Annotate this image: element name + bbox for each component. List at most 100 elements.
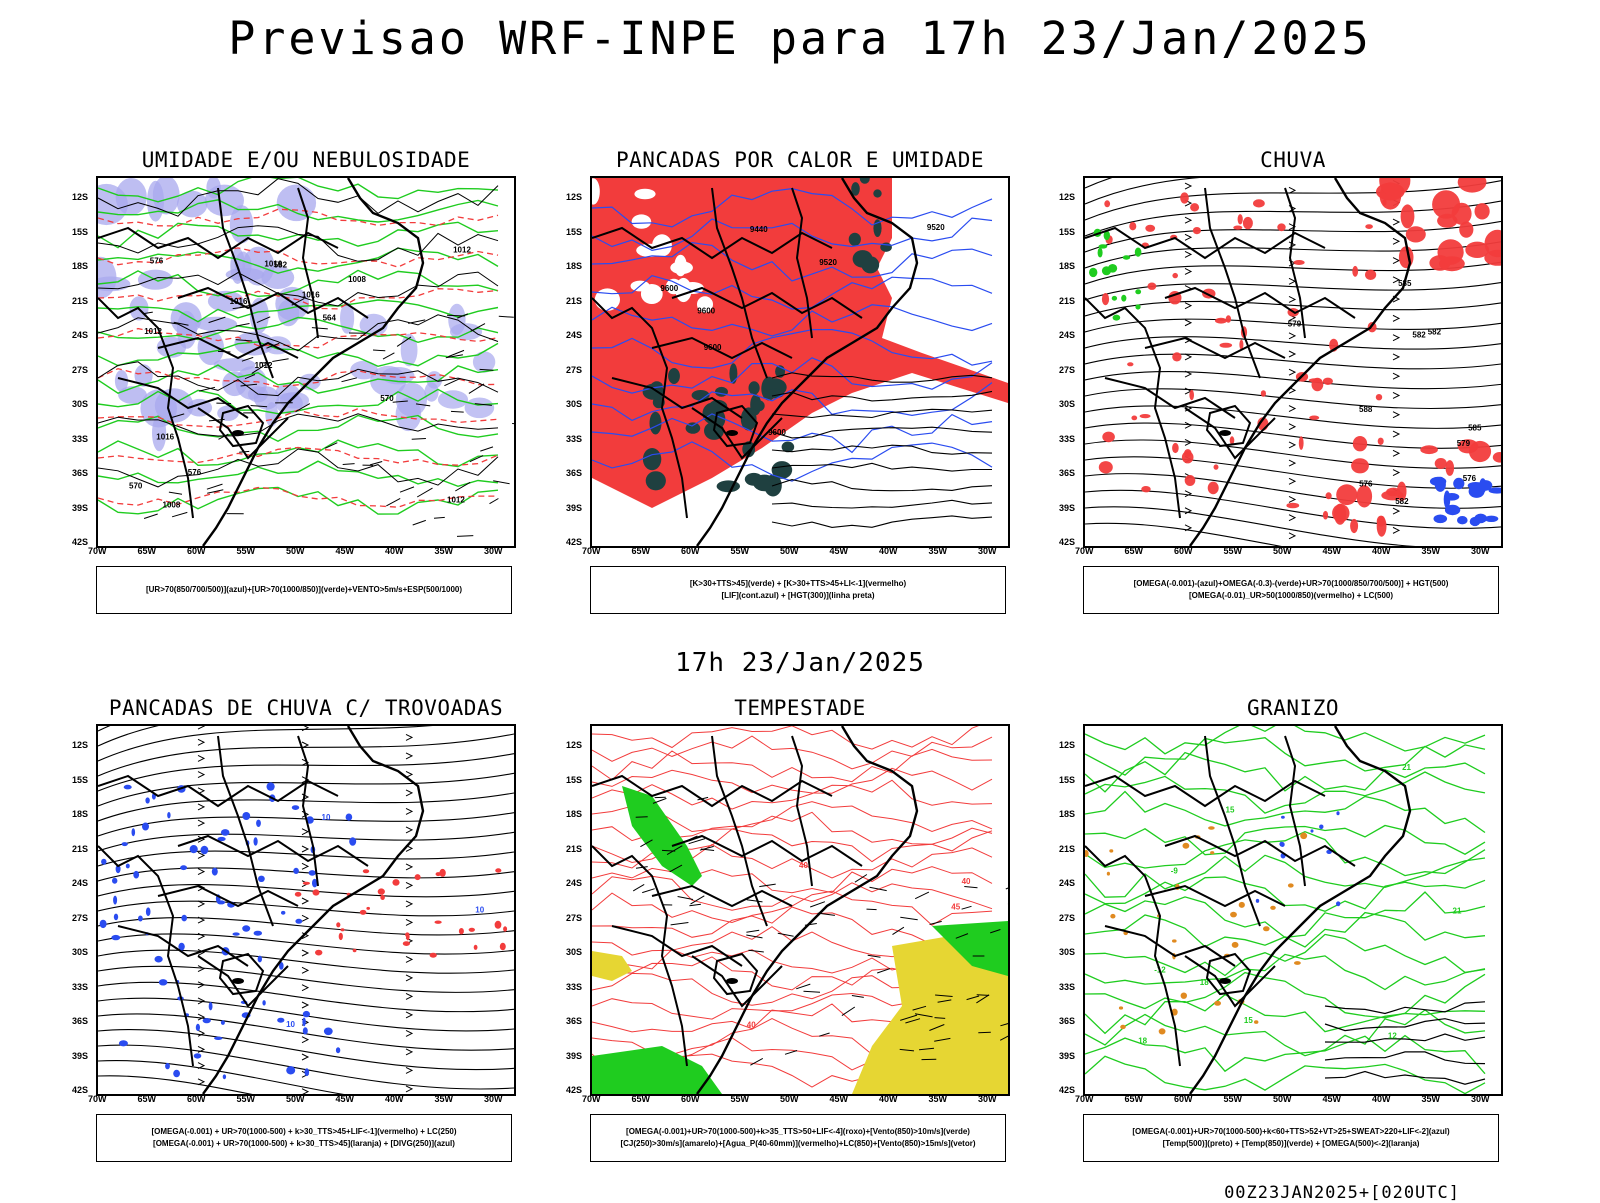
flow-arrowhead [1185, 251, 1191, 257]
contour-label: 45 [951, 903, 960, 912]
wind-vector [662, 850, 675, 851]
divergence-blue-area [146, 907, 151, 916]
latitude-label: 36S [72, 468, 88, 478]
contour-label: 579 [1288, 320, 1302, 329]
instability-green-area [715, 387, 728, 397]
divergence-blue-area [167, 812, 170, 818]
contour-label: 10 [322, 813, 331, 822]
legend-line: [K>30+TTS>45](verde) + [K>30+TTS>45+LI<-… [690, 578, 906, 590]
longitude-label: 45W [336, 546, 355, 556]
omega-orange-area [1172, 939, 1177, 942]
flow-arrowhead [1393, 412, 1399, 418]
thunder-red-area [435, 921, 442, 924]
wind-vector [810, 902, 825, 907]
divergence-blue-area [101, 859, 106, 865]
flow-arrowhead [1393, 354, 1399, 360]
flow-arrowhead [406, 956, 412, 962]
rain-red-area [1286, 503, 1299, 509]
longitude-label: 35W [435, 546, 454, 556]
longitude-label: 45W [830, 1094, 849, 1104]
divergence-blue-area [100, 920, 107, 928]
omega-blue-area [1430, 477, 1446, 486]
omega-green-area [1098, 248, 1103, 258]
longitude-label: 35W [929, 546, 948, 556]
divergence-blue-area [303, 1027, 308, 1034]
rain-red-area [1277, 223, 1285, 231]
wind-vector [480, 447, 493, 451]
flow-arrowhead [1289, 515, 1295, 521]
thunder-red-area [469, 928, 475, 932]
latitude-label: 42S [566, 1085, 582, 1095]
longitude-label: 40W [1372, 1094, 1391, 1104]
rain-red-area [1365, 270, 1376, 280]
contour-label: 1012 [453, 246, 471, 255]
longitude-label: 65W [138, 1094, 157, 1104]
flow-arrowhead [406, 882, 412, 888]
rain-red-area [1141, 486, 1150, 492]
latitude-label: 15S [1059, 227, 1075, 237]
wind-vector [469, 384, 484, 394]
rain-red-area [1148, 283, 1157, 290]
thunder-red-area [392, 879, 399, 886]
longitude-label: 70W [582, 546, 601, 556]
thunder-red-area [430, 953, 437, 958]
rain-red-area [1145, 225, 1155, 232]
thunder-red-area [366, 907, 370, 910]
streamline [98, 1060, 514, 1094]
clear-area [670, 261, 693, 274]
wind-vector [417, 488, 432, 497]
omega-orange-area [1214, 1001, 1221, 1006]
flow-arrowhead [1289, 442, 1295, 448]
streamline [1085, 178, 1501, 188]
rain-red-area [1352, 266, 1358, 277]
latitude-label: 24S [72, 330, 88, 340]
longitude-label: 50W [780, 1094, 799, 1104]
rain-red-area [1099, 461, 1113, 473]
wind-vector [636, 817, 648, 818]
hail-blue-area [1281, 816, 1285, 819]
humidity-upper-area [277, 185, 316, 222]
latitude-label: 15S [566, 775, 582, 785]
wind-vector [746, 930, 759, 932]
streamline [98, 1076, 514, 1094]
temp850-contour [1085, 1056, 1485, 1093]
latitude-label: 21S [566, 844, 582, 854]
flow-arrowhead [302, 1002, 308, 1008]
contour-label: 582 [274, 261, 288, 270]
flow-arrowhead [302, 985, 308, 991]
wind-vector [778, 933, 794, 936]
latitude-label: 33S [566, 982, 582, 992]
rain-red-area [1193, 227, 1201, 234]
divergence-blue-area [133, 871, 139, 879]
latitude-label: 21S [72, 296, 88, 306]
legend-line: [OMEGA(-0.001)+UR>70(1000-500)+k<60+TTS>… [1132, 1126, 1449, 1138]
rain-red-area [1312, 378, 1324, 392]
wind-vector [512, 424, 514, 426]
divergence-blue-area [114, 914, 118, 921]
streamline [1085, 354, 1501, 369]
rain-red-area [1185, 475, 1196, 486]
flow-arrowhead [302, 863, 308, 869]
contour-label: 579 [1457, 439, 1471, 448]
wind-vector [343, 464, 355, 465]
rain-red-area [1172, 443, 1179, 453]
coastline [203, 726, 423, 1094]
contour-label: 21 [1402, 763, 1411, 772]
wind-vector [413, 520, 426, 525]
longitude-label: 35W [929, 1094, 948, 1104]
latitude-label: 33S [566, 434, 582, 444]
border-line [1085, 846, 1180, 1066]
instability-green-area [646, 471, 666, 490]
wind-vector [451, 411, 464, 412]
flow-arrowhead [1393, 238, 1399, 244]
flow-arrowhead [1393, 373, 1399, 379]
lc850-contour [592, 736, 992, 769]
longitude-label: 40W [385, 1094, 404, 1104]
divergence-blue-area [217, 900, 225, 904]
divergence-blue-area [214, 1037, 222, 1040]
omega-blue-area [1445, 505, 1460, 515]
temp850-contour [1085, 877, 1485, 911]
divergence-blue-area [132, 828, 136, 836]
flow-arrowhead [302, 950, 308, 956]
border-line [98, 228, 338, 258]
